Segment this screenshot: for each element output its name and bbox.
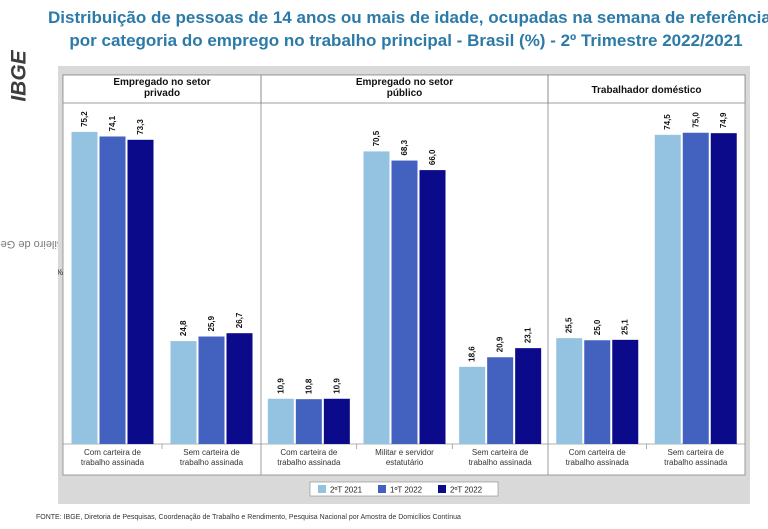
bar — [584, 340, 611, 444]
y-axis-label: % — [58, 268, 63, 277]
data-label: 25,5 — [565, 317, 574, 333]
bar — [419, 170, 446, 444]
category-label: trabalho assinada — [664, 458, 728, 467]
bar — [198, 336, 225, 444]
bar — [391, 160, 418, 444]
legend-box — [309, 481, 499, 497]
panel-header — [547, 74, 746, 104]
bar — [127, 139, 154, 444]
bar — [682, 132, 709, 444]
data-label: 70,5 — [372, 130, 381, 146]
panel-3: Trabalhador doméstico 25,5 25,0 25,1 Com car… — [547, 74, 746, 475]
panel-header — [62, 74, 262, 104]
bar — [267, 398, 294, 444]
bar — [323, 398, 350, 444]
legend-entry: 2ºT 2022 — [450, 486, 483, 495]
bar — [363, 151, 390, 445]
chart-title-line-1: Distribuição de pessoas de 14 anos ou ma… — [48, 8, 768, 27]
data-label: 74,9 — [719, 112, 728, 128]
data-label: 10,9 — [332, 378, 341, 394]
data-label: 74,5 — [663, 114, 672, 130]
ibge-logo: IBGE — [6, 42, 34, 110]
data-label: 25,9 — [207, 315, 216, 331]
data-label: 23,1 — [524, 327, 533, 343]
panel-title-line: público — [387, 88, 423, 99]
category-label: Sem carteira de — [183, 448, 240, 457]
panel-title-line: Trabalhador doméstico — [591, 85, 701, 96]
data-label: 10,9 — [276, 378, 285, 394]
bar — [170, 341, 197, 444]
data-label: 26,7 — [235, 312, 244, 328]
bar — [710, 133, 737, 444]
category-label: Militar e servidor — [375, 448, 434, 457]
legend-entry: 2ºT 2021 — [330, 486, 363, 495]
data-label: 73,3 — [136, 119, 145, 135]
category-label: Com carteira de — [84, 448, 141, 457]
category-label: Com carteira de — [280, 448, 337, 457]
bar — [515, 348, 542, 444]
chart-title: Distribuição de pessoas de 14 anos ou ma… — [48, 6, 768, 52]
data-label: 18,6 — [468, 346, 477, 362]
panel-title-line: Empregado no setor — [113, 77, 210, 88]
data-label: 75,2 — [80, 111, 89, 127]
legend-swatch — [378, 485, 386, 493]
data-label: 25,0 — [593, 319, 602, 335]
legend-entry: 1ºT 2022 — [390, 486, 423, 495]
ibge-logo-text: IBGE — [8, 50, 31, 102]
bar — [226, 333, 253, 444]
legend: 2ºT 2021 1ºT 2022 2ºT 2022 — [309, 481, 499, 497]
data-label: 66,0 — [428, 149, 437, 165]
category-label: trabalho assinada — [277, 458, 341, 467]
category-label: trabalho assinada — [566, 458, 630, 467]
panel-title-line: Empregado no setor — [356, 77, 453, 88]
bar — [71, 131, 98, 445]
data-label: 20,9 — [496, 336, 505, 352]
category-label: estatutário — [386, 458, 424, 467]
bar — [556, 338, 583, 444]
bar — [459, 366, 486, 444]
legend-swatch — [438, 485, 446, 493]
chart-canvas: %Empregado no setorprivado75,274,173,3Co… — [58, 74, 746, 497]
category-label: trabalho assinada — [81, 458, 145, 467]
bar — [612, 339, 639, 444]
data-label: 68,3 — [400, 139, 409, 155]
sidebar-branding: IBGE Instituto Brasileiro de Geografia e… — [0, 0, 131, 529]
chart-title-line-2: por categoria do emprego no trabalho pri… — [69, 31, 743, 50]
data-label: 25,1 — [621, 319, 630, 335]
category-label: Sem carteira de — [472, 448, 529, 457]
category-label: trabalho assinada — [180, 458, 244, 467]
institute-name: Instituto Brasileiro de Geografia e Esta… — [0, 126, 131, 362]
bar — [295, 399, 322, 444]
bar — [99, 136, 126, 445]
legend-swatch — [318, 485, 326, 493]
bar — [487, 357, 514, 444]
data-label: 74,1 — [108, 115, 117, 131]
bar — [654, 134, 681, 444]
data-label: 75,0 — [691, 112, 700, 128]
data-label: 24,8 — [179, 320, 188, 336]
category-label: Com carteira de — [569, 448, 626, 457]
panel-title-line: privado — [144, 88, 180, 99]
data-label: 10,8 — [304, 378, 313, 394]
category-label: Sem carteira de — [668, 448, 725, 457]
source-note: FONTE: IBGE, Diretoria de Pesquisas, Coo… — [36, 514, 461, 521]
category-label: trabalho assinada — [469, 458, 533, 467]
